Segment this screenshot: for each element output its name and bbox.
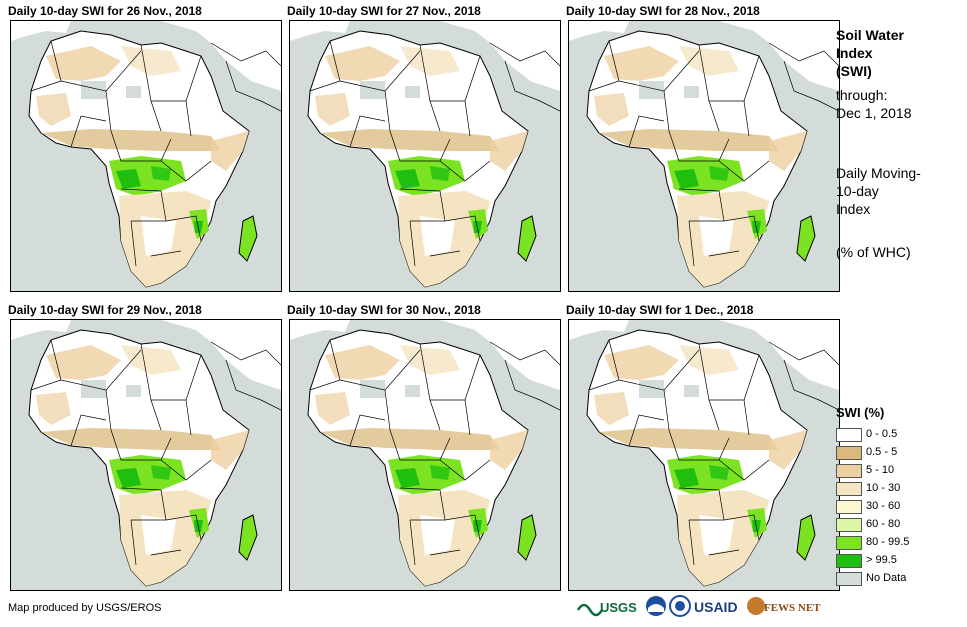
legend-label: 60 - 80	[866, 518, 901, 530]
desc-line2: 10-day	[836, 183, 879, 199]
legend-swatch	[836, 464, 862, 478]
legend-label: 0 - 0.5	[866, 428, 898, 440]
map-panel-1: Daily 10-day SWI for 26 Nov., 2018	[8, 4, 282, 292]
africa-map-6	[568, 319, 840, 591]
usgs-logo: USGS	[576, 600, 637, 617]
noaa-logo-icon	[646, 596, 666, 616]
index-title-line3: (SWI)	[836, 63, 872, 79]
legend-swatch	[836, 572, 862, 586]
panel-title: Daily 10-day SWI for 28 Nov., 2018	[566, 4, 760, 18]
africa-map-5	[289, 319, 561, 591]
map-panel-5: Daily 10-day SWI for 30 Nov., 2018	[287, 303, 561, 591]
legend-label: 10 - 30	[866, 482, 901, 494]
svg-text:USAID: USAID	[694, 599, 738, 615]
map-panel-3: Daily 10-day SWI for 28 Nov., 2018	[566, 4, 840, 292]
credit-text: Map produced by USGS/EROS	[8, 602, 162, 614]
legend-label: 5 - 10	[866, 464, 895, 476]
usaid-logo: USAID	[694, 599, 738, 615]
desc-line1: Daily Moving-	[836, 165, 921, 181]
legend-swatch	[836, 518, 862, 532]
legend-swatch	[836, 446, 862, 460]
legend-label: 80 - 99.5	[866, 536, 910, 548]
panel-title: Daily 10-day SWI for 30 Nov., 2018	[287, 303, 481, 317]
panel-title: Daily 10-day SWI for 26 Nov., 2018	[8, 4, 202, 18]
index-title-line1: Soil Water	[836, 27, 904, 43]
map-panel-4: Daily 10-day SWI for 29 Nov., 2018	[8, 303, 282, 591]
through-label: through:	[836, 87, 888, 103]
unit-label: (% of WHC)	[836, 244, 911, 260]
legend-label: 30 - 60	[866, 500, 901, 512]
legend-label: > 99.5	[866, 554, 897, 566]
map-panel-6: Daily 10-day SWI for 1 Dec., 2018	[566, 303, 840, 591]
legend-swatch	[836, 500, 862, 514]
desc-line3: Index	[836, 201, 871, 217]
africa-map-2	[289, 20, 561, 292]
legend-swatch	[836, 482, 862, 496]
index-title-line2: Index	[836, 45, 873, 61]
panel-title: Daily 10-day SWI for 27 Nov., 2018	[287, 4, 481, 18]
svg-text:USGS: USGS	[600, 600, 637, 615]
legend-swatch	[836, 536, 862, 550]
legend-label: 0.5 - 5	[866, 446, 898, 458]
africa-map-1	[10, 20, 282, 292]
panel-title: Daily 10-day SWI for 29 Nov., 2018	[8, 303, 202, 317]
panel-title: Daily 10-day SWI for 1 Dec., 2018	[566, 303, 754, 317]
map-panel-2: Daily 10-day SWI for 27 Nov., 2018	[287, 4, 561, 292]
fews-net-logo: FEWS NET	[747, 597, 821, 615]
agency-logos: USGS USAID FEWS NET	[576, 592, 831, 622]
usaid-seal-icon	[669, 595, 691, 617]
svg-text:FEWS NET: FEWS NET	[764, 602, 821, 614]
legend-swatch	[836, 428, 862, 442]
africa-map-4	[10, 319, 282, 591]
legend-title: SWI (%)	[836, 405, 885, 420]
legend-label: No Data	[866, 572, 907, 584]
through-date: Dec 1, 2018	[836, 105, 912, 121]
africa-map-3	[568, 20, 840, 292]
legend-swatch	[836, 554, 862, 568]
